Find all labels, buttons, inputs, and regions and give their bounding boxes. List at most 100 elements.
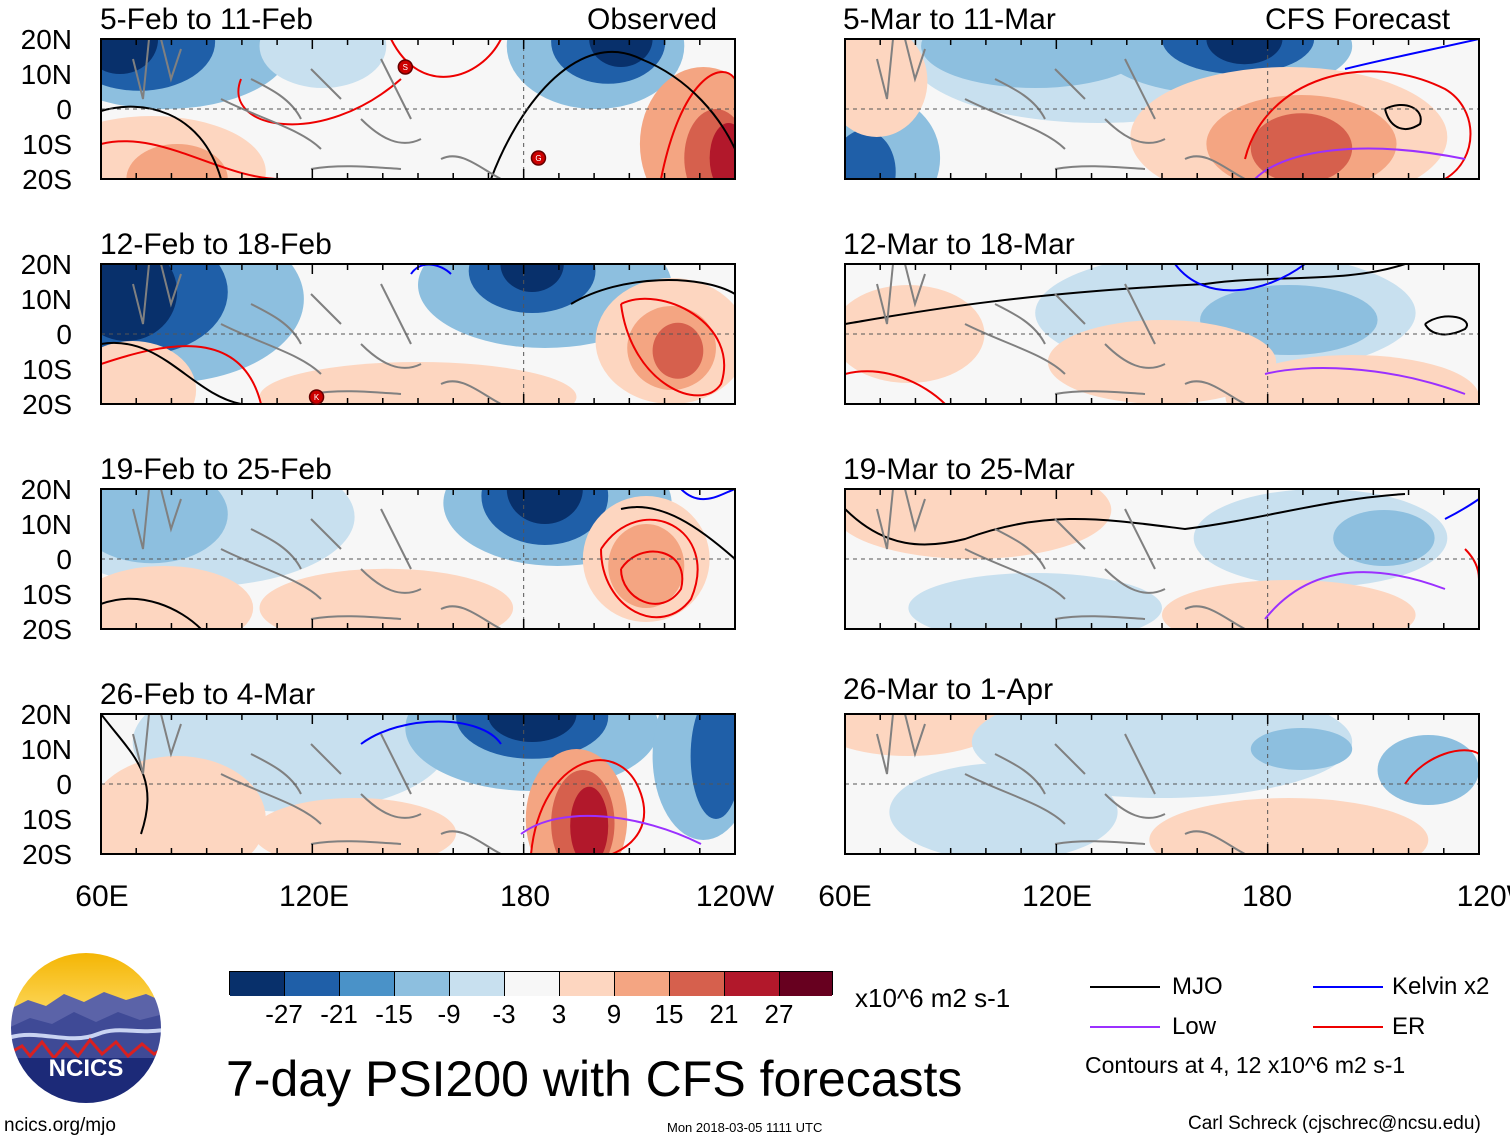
coastline bbox=[310, 743, 342, 775]
coastline bbox=[904, 39, 926, 83]
anomaly-shading bbox=[845, 489, 1112, 559]
coastline bbox=[1184, 155, 1246, 179]
lat-label: 10N bbox=[20, 734, 72, 765]
coastline bbox=[220, 323, 322, 375]
logo-text: NCICS bbox=[49, 1055, 124, 1082]
lat-label: 20N bbox=[20, 699, 72, 730]
lon-label: 60E bbox=[818, 880, 872, 913]
panel-title: 19-Mar to 25-Mar bbox=[843, 453, 1075, 486]
colorbar-swatch bbox=[395, 972, 450, 996]
coastline bbox=[160, 714, 182, 758]
anomaly-shading bbox=[259, 39, 387, 88]
coastline bbox=[1184, 605, 1246, 629]
legend-line-low bbox=[1090, 1026, 1160, 1028]
legend-label-kelvin: Kelvin x2 bbox=[1392, 973, 1490, 1000]
panel-title: 12-Feb to 18-Feb bbox=[100, 228, 332, 261]
contour-line bbox=[1404, 749, 1479, 785]
anomaly-shading bbox=[690, 714, 735, 819]
lon-label: 120E bbox=[278, 880, 350, 913]
lon-label: 120W bbox=[1456, 880, 1510, 913]
coastline bbox=[250, 753, 302, 795]
anomaly-shading bbox=[1333, 510, 1435, 566]
storm-marker bbox=[530, 150, 547, 166]
anomaly-shading bbox=[259, 568, 514, 629]
coastline bbox=[1054, 293, 1086, 325]
contour-line bbox=[620, 550, 684, 605]
colorbar-label: -3 bbox=[492, 999, 516, 1029]
coastline bbox=[904, 489, 926, 533]
lat-label: 20S bbox=[22, 164, 72, 195]
contour-line bbox=[1384, 104, 1422, 130]
coastline bbox=[440, 605, 502, 629]
coastline bbox=[994, 753, 1046, 795]
anomaly-shading bbox=[1225, 355, 1479, 404]
coastline bbox=[160, 489, 182, 533]
lat-label: 0 bbox=[56, 769, 72, 800]
contour-line bbox=[101, 341, 242, 404]
storm-marker bbox=[308, 389, 325, 405]
coastline bbox=[994, 528, 1046, 570]
anomaly-shading bbox=[259, 362, 577, 404]
anomaly-shading bbox=[101, 566, 254, 629]
lat-label: 10N bbox=[20, 284, 72, 315]
storm-marker-label: K bbox=[314, 393, 320, 402]
contour-line bbox=[1424, 315, 1468, 336]
contour-line bbox=[101, 105, 222, 179]
legend-line-er bbox=[1313, 1026, 1383, 1028]
anomaly-shading bbox=[506, 489, 583, 524]
coastline bbox=[310, 293, 342, 325]
anomaly-shading bbox=[570, 786, 609, 854]
colorbar-swatch bbox=[505, 972, 560, 996]
coastline bbox=[1184, 830, 1246, 854]
anomaly-shading bbox=[101, 39, 159, 74]
coastline bbox=[1104, 568, 1166, 594]
anomaly-shading bbox=[253, 798, 457, 854]
coastline bbox=[1124, 733, 1156, 795]
map-panel bbox=[100, 488, 736, 630]
contour-line bbox=[620, 506, 735, 560]
contour-line bbox=[101, 597, 202, 629]
anomaly-shading bbox=[845, 130, 896, 179]
coastline bbox=[250, 303, 302, 345]
contour-line bbox=[1344, 39, 1479, 70]
coastline bbox=[360, 343, 422, 369]
coastline bbox=[380, 283, 412, 345]
map-panel bbox=[844, 488, 1480, 630]
main-title: 7-day PSI200 with CFS forecasts bbox=[226, 1051, 963, 1107]
panel-title: 26-Feb to 4-Mar bbox=[100, 678, 316, 711]
anomaly-shading bbox=[845, 285, 985, 383]
contour-line bbox=[1264, 571, 1446, 620]
contour-line bbox=[845, 493, 1406, 546]
lon-label: 60E bbox=[75, 880, 129, 913]
lon-label: 120W bbox=[695, 880, 775, 913]
panel-title: 12-Mar to 18-Mar bbox=[843, 228, 1075, 261]
lat-label: 10N bbox=[20, 59, 72, 90]
coastline bbox=[1184, 380, 1246, 404]
coastline bbox=[160, 264, 182, 308]
contour-line bbox=[680, 489, 735, 500]
contour-line bbox=[1244, 70, 1472, 179]
coastline bbox=[1124, 508, 1156, 570]
colorbar-swatch bbox=[780, 972, 832, 996]
footer-timestamp: Mon 2018-03-05 1111 UTC bbox=[667, 1120, 823, 1135]
lat-label: 10S bbox=[22, 129, 72, 160]
coastline bbox=[1054, 390, 1146, 395]
coastline bbox=[876, 714, 894, 775]
coastline bbox=[1054, 840, 1146, 845]
colorbar-units: x10^6 m2 s-1 bbox=[855, 983, 1011, 1013]
coastline bbox=[380, 733, 412, 795]
colorbar-label: -15 bbox=[375, 999, 413, 1029]
header-observed: Observed bbox=[587, 3, 718, 36]
coastline bbox=[310, 518, 342, 550]
colorbar-swatch bbox=[560, 972, 615, 996]
coastline bbox=[360, 793, 422, 819]
contour-line bbox=[520, 814, 702, 845]
footer-link[interactable]: ncics.org/mjo bbox=[4, 1115, 116, 1136]
lat-label: 20N bbox=[20, 249, 72, 280]
anomaly-shading bbox=[1377, 735, 1479, 805]
panel-title: 5-Mar to 11-Mar bbox=[843, 3, 1056, 36]
coastline bbox=[994, 78, 1046, 120]
colorbar-swatch bbox=[615, 972, 670, 996]
anomaly-shading bbox=[1149, 798, 1429, 854]
